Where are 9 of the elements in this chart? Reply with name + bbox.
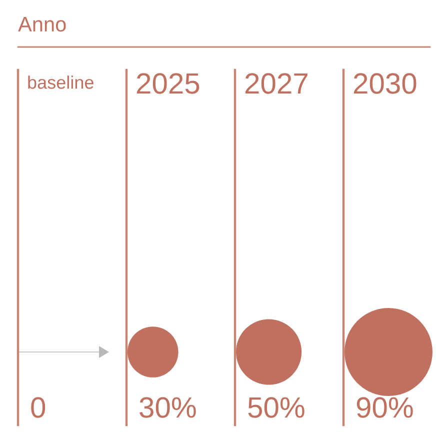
data-label: 90% (356, 397, 413, 418)
category-label: 2027 (245, 73, 308, 94)
category-label: 2030 (354, 73, 416, 94)
text: Anno (18, 17, 66, 32)
data-label: 0 (31, 397, 46, 418)
data-label: 30% (140, 397, 196, 418)
data-label: 50% (248, 397, 304, 418)
category-label: baseline (28, 76, 94, 89)
category-label: 2025 (136, 73, 200, 94)
